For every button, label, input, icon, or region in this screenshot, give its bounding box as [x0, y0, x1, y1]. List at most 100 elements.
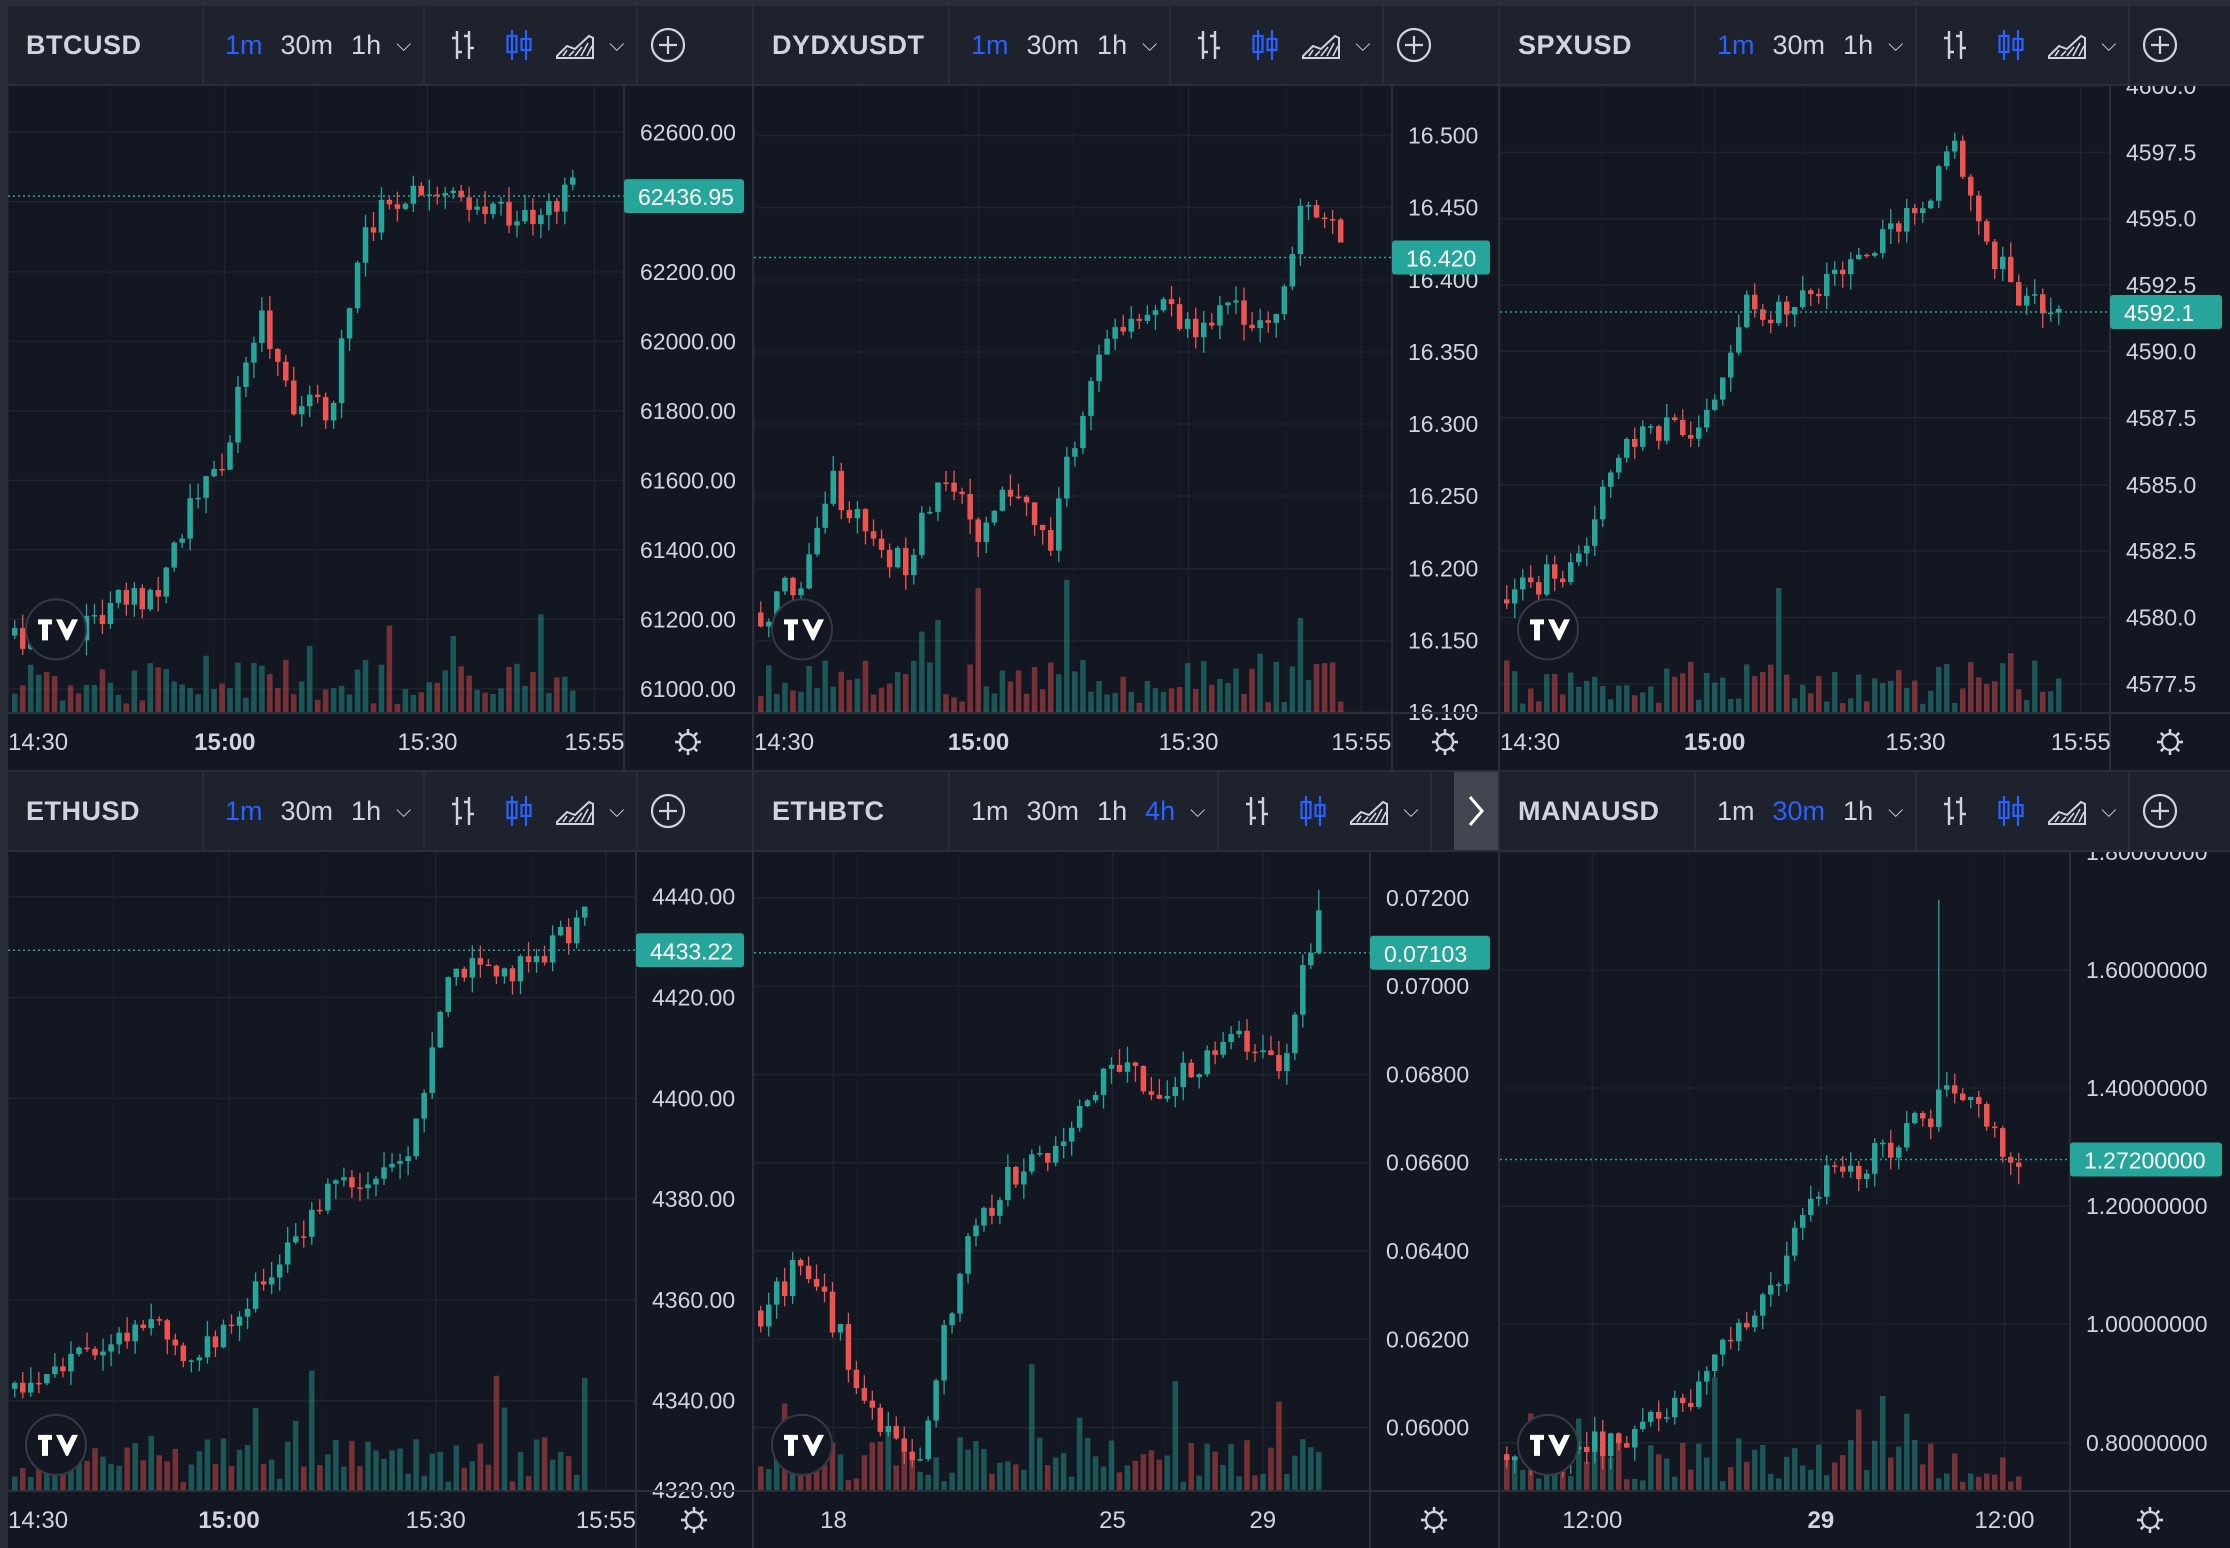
chevron-right-icon[interactable] [1454, 772, 1498, 850]
interval-30m[interactable]: 30m [1026, 29, 1080, 60]
candles-style-icon[interactable] [497, 23, 541, 67]
plus-circle-icon[interactable] [638, 772, 698, 850]
candle-body [573, 917, 580, 944]
price-chart[interactable]: 0.07200 0.07000 0.06800 0.06600 0.06400 0.062… [754, 852, 1498, 1548]
chevron-down-icon[interactable]: ⌵ [609, 799, 625, 822]
symbol-label[interactable]: SPXUSD [1500, 6, 1696, 84]
chevron-down-icon[interactable]: ⌵ [1888, 799, 1904, 822]
symbol-label[interactable]: ETHUSD [8, 772, 204, 850]
volume-bar [325, 1454, 331, 1490]
volume-bar [981, 1448, 987, 1490]
area-style-icon[interactable] [2045, 789, 2089, 833]
interval-1h[interactable]: 1h [1843, 795, 1874, 826]
area-style-icon[interactable] [1299, 23, 1343, 67]
candle-body [846, 510, 853, 519]
chart-panel-spxusd[interactable]: SPXUSD 1m 30m 1h ⌵ ⌵ 4600.0 4597.5 4595.0 4592.5 4… [1500, 6, 2230, 770]
chevron-down-icon[interactable]: ⌵ [1403, 799, 1419, 822]
area-style-icon[interactable] [553, 23, 597, 67]
bars-style-icon[interactable] [1933, 23, 1977, 67]
plus-circle-icon[interactable] [1384, 6, 1444, 84]
candle-body [1664, 1417, 1670, 1419]
volume-bar [2016, 1476, 2022, 1490]
volume-bar [1056, 674, 1062, 712]
price-chart[interactable]: 4440.00 4420.00 4400.00 4380.00 4360.00 4340.… [8, 852, 752, 1548]
chevron-down-icon[interactable]: ⌵ [2101, 33, 2117, 56]
chart-panel-ethusd[interactable]: ETHUSD 1m 30m 1h ⌵ ⌵ 4440.00 4420.00 4400.00 4380… [8, 772, 752, 1548]
interval-1m[interactable]: 1m [225, 795, 263, 826]
candle-body [108, 1344, 114, 1352]
symbol-label[interactable]: ETHBTC [754, 772, 950, 850]
interval-1h[interactable]: 1h [351, 29, 382, 60]
area-style-icon[interactable] [2045, 23, 2089, 67]
chevron-down-icon[interactable]: ⌵ [396, 799, 412, 822]
chevron-down-icon[interactable]: ⌵ [609, 33, 625, 56]
area-style-icon[interactable] [1347, 789, 1391, 833]
interval-1m[interactable]: 1m [1717, 29, 1755, 60]
candle-body [131, 588, 138, 605]
chevron-down-icon[interactable]: ⌵ [1142, 33, 1158, 56]
chart-style-tools: ⌵ [1917, 6, 2131, 84]
candle-body [180, 1345, 187, 1362]
interval-1m[interactable]: 1m [225, 29, 263, 60]
interval-30m[interactable]: 30m [1026, 795, 1080, 826]
plus-circle-icon[interactable] [2130, 6, 2190, 84]
bars-style-icon[interactable] [1933, 789, 1977, 833]
volume-bar [941, 1481, 947, 1490]
candle-body [244, 1308, 251, 1317]
volume-bar [1888, 1457, 1894, 1490]
plus-circle-icon[interactable] [638, 6, 698, 84]
bars-style-icon[interactable] [441, 23, 485, 67]
candle-body [758, 612, 764, 627]
interval-1h[interactable]: 1h [1097, 795, 1128, 826]
interval-30m[interactable]: 30m [280, 795, 334, 826]
volume-bar [1608, 699, 1614, 712]
interval-1m[interactable]: 1m [1717, 795, 1755, 826]
volume-bar [2000, 1457, 2006, 1490]
plus-circle-icon[interactable] [2130, 772, 2190, 850]
volume-bar [1944, 663, 1950, 712]
bars-style-icon[interactable] [1235, 789, 1279, 833]
chevron-down-icon[interactable]: ⌵ [1355, 33, 1371, 56]
chevron-down-icon[interactable]: ⌵ [1888, 33, 1904, 56]
interval-30m[interactable]: 30m [280, 29, 334, 60]
candles-style-icon[interactable] [1989, 789, 2033, 833]
interval-1h[interactable]: 1h [1843, 29, 1874, 60]
chevron-down-icon[interactable]: ⌵ [396, 33, 412, 56]
interval-1m[interactable]: 1m [971, 795, 1009, 826]
price-chart[interactable]: 16.50016.45016.40016.35016.30016.25016.2… [754, 86, 1498, 770]
symbol-label[interactable]: DYDXUSDT [754, 6, 950, 84]
chevron-down-icon[interactable]: ⌵ [1190, 799, 1206, 822]
price-chart[interactable]: 62600.0062400.0062200.0062000.0061800.00… [8, 86, 752, 770]
bars-style-icon[interactable] [1187, 23, 1231, 67]
chart-panel-dydxusdt[interactable]: DYDXUSDT 1m 30m 1h ⌵ ⌵ 16.500 16.450 16.400 16.35… [754, 6, 1498, 770]
interval-1m[interactable]: 1m [971, 29, 1009, 60]
volume-bar [1632, 1478, 1638, 1490]
candles-style-icon[interactable] [1243, 23, 1287, 67]
interval-1h[interactable]: 1h [351, 795, 382, 826]
candles-style-icon[interactable] [1291, 789, 1335, 833]
price-chart[interactable]: 1.80000000 1.60000000 1.40000000 1.20000000… [1500, 852, 2230, 1548]
candle-body [525, 956, 532, 963]
chart-panel-ethbtc[interactable]: ETHBTC 1m 30m 1h 4h ⌵ ⌵ 0.07200 0.07000 0.06800 0.… [754, 772, 1498, 1548]
volume-bar [373, 1450, 379, 1490]
interval-30m[interactable]: 30m [1772, 795, 1826, 826]
symbol-label[interactable]: BTCUSD [8, 6, 204, 84]
volume-bar [2008, 653, 2014, 712]
volume-bars [12, 614, 576, 712]
candles-style-icon[interactable] [497, 789, 541, 833]
chart-panel-manausd[interactable]: MANAUSD 1m 30m 1h ⌵ ⌵ 1.80000000 1.60000000 1.40… [1500, 772, 2230, 1548]
chart-panel-btcusd[interactable]: BTCUSD 1m 30m 1h ⌵ ⌵ 62600.0062400.0062200.006… [8, 6, 752, 770]
candle-body [1201, 322, 1207, 338]
price-chart[interactable]: 4600.0 4597.5 4595.0 4592.5 4590.0 4587.5 4585… [1500, 86, 2230, 770]
interval-1h[interactable]: 1h [1097, 29, 1128, 60]
symbol-label[interactable]: MANAUSD [1500, 772, 1696, 850]
interval-30m[interactable]: 30m [1772, 29, 1826, 60]
chevron-down-icon[interactable]: ⌵ [2101, 799, 2117, 822]
candles-style-icon[interactable] [1989, 23, 2033, 67]
area-style-icon[interactable] [553, 789, 597, 833]
bars-style-icon[interactable] [441, 789, 485, 833]
interval-4h[interactable]: 4h [1145, 795, 1176, 826]
candle-body [365, 1184, 371, 1189]
volume-bar [782, 682, 788, 712]
candle-body [373, 1178, 379, 1185]
